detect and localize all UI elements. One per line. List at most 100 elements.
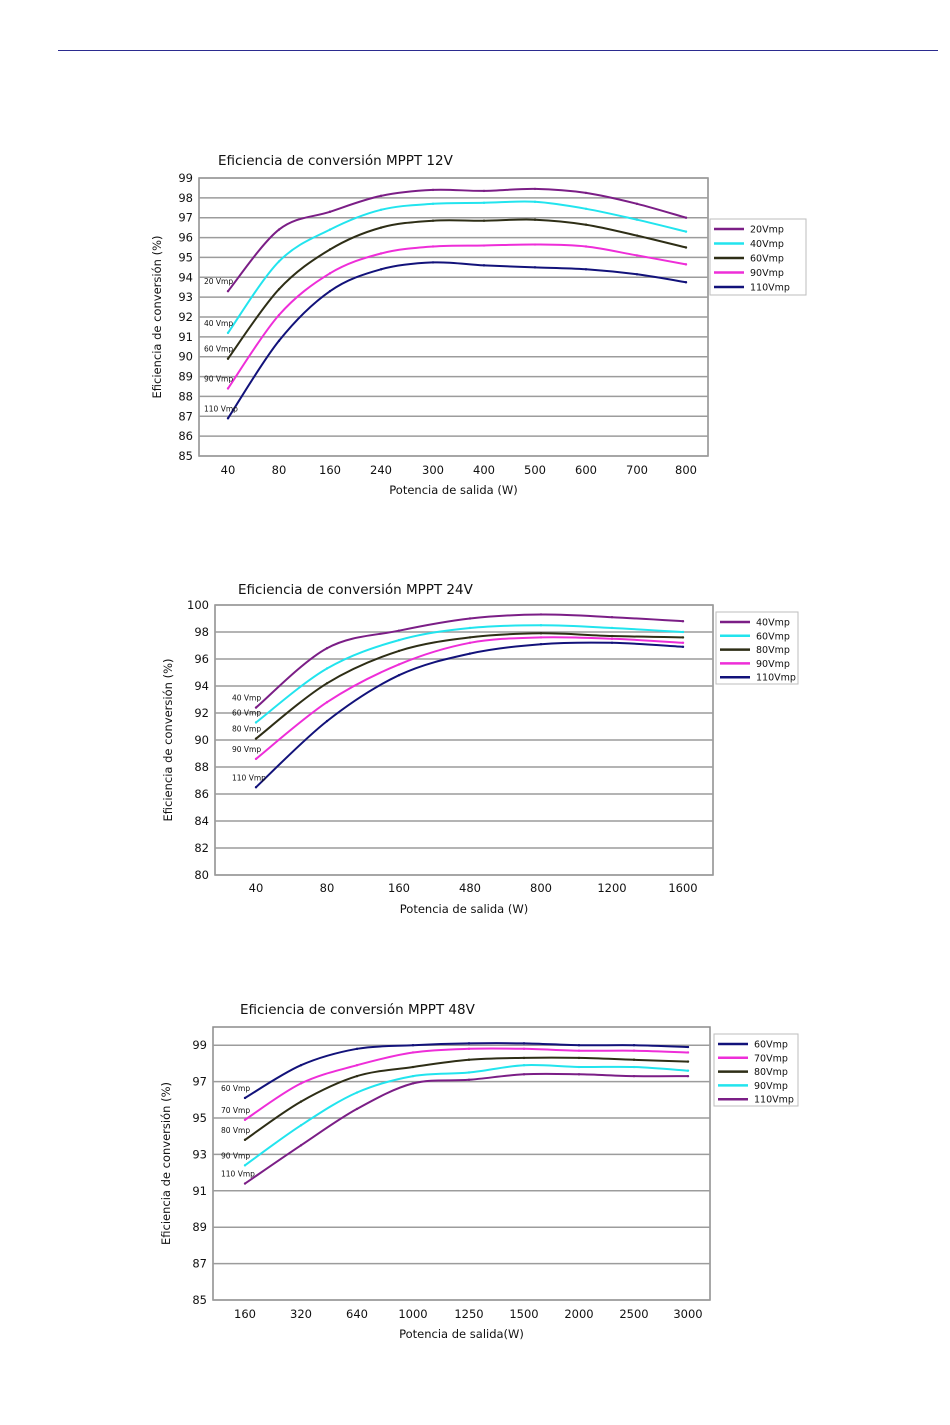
series-annotation: 20 Vmp (204, 277, 233, 286)
data-point (684, 263, 688, 266)
data-point (522, 1042, 526, 1045)
x-tick-label: 80 (272, 463, 287, 477)
data-point (379, 194, 383, 198)
data-point (411, 1044, 415, 1047)
series-line-110Vmp (227, 261, 687, 420)
data-point (397, 638, 401, 642)
x-tick-label: 40 (221, 463, 236, 477)
data-point (533, 218, 537, 221)
x-tick-label: 640 (346, 1307, 368, 1321)
x-tick-label: 300 (422, 463, 444, 477)
data-point (610, 626, 614, 630)
series-annotation: 110 Vmp (221, 1170, 255, 1179)
data-point (468, 626, 472, 630)
legend-label: 40Vmp (756, 618, 790, 629)
y-tick-label: 93 (178, 290, 193, 304)
data-point (277, 339, 281, 343)
data-point (379, 226, 383, 229)
data-point (325, 682, 329, 685)
data-point (226, 417, 230, 420)
y-tick-label: 92 (178, 310, 193, 324)
series-line-90Vmp (227, 243, 687, 390)
data-point (299, 1100, 303, 1103)
y-tick-label: 80 (194, 868, 209, 882)
data-point (577, 1073, 581, 1076)
y-tick-label: 88 (178, 389, 193, 403)
data-point (533, 200, 537, 204)
data-point (325, 701, 329, 704)
legend-label: 70Vmp (754, 1053, 788, 1064)
y-tick-label: 90 (178, 350, 193, 364)
data-point (299, 1064, 303, 1067)
y-tick-label: 89 (192, 1220, 207, 1234)
data-point (328, 272, 332, 275)
series-annotation: 90 Vmp (232, 745, 261, 754)
data-point (328, 210, 332, 213)
series-annotation: 90 Vmp (204, 374, 233, 383)
series-line-20Vmp (227, 187, 687, 293)
x-tick-label: 80 (320, 881, 335, 895)
data-point (468, 617, 472, 620)
data-point (482, 189, 486, 193)
series-annotation: 80 Vmp (232, 725, 261, 734)
data-point (411, 1082, 415, 1085)
y-tick-label: 100 (187, 598, 209, 612)
data-point (397, 649, 401, 653)
y-tick-label: 89 (178, 370, 193, 384)
x-tick-label: 1600 (668, 881, 697, 895)
data-point (254, 757, 258, 761)
data-point (684, 281, 688, 284)
data-point (539, 642, 543, 646)
x-tick-label: 160 (388, 881, 410, 895)
legend-label: 110Vmp (750, 283, 790, 294)
x-tick-label: 240 (370, 463, 392, 477)
data-point (379, 252, 383, 255)
data-point (355, 1047, 359, 1051)
data-point (243, 1164, 247, 1167)
x-tick-label: 700 (626, 463, 648, 477)
data-point (522, 1064, 526, 1067)
data-point (635, 273, 639, 276)
data-point (584, 191, 588, 195)
data-point (468, 636, 472, 639)
y-tick-label: 87 (192, 1257, 207, 1271)
legend-box (715, 611, 799, 685)
data-point (325, 719, 329, 723)
data-point (686, 1060, 690, 1063)
y-tick-label: 85 (192, 1293, 207, 1307)
x-tick-label: 600 (575, 463, 597, 477)
data-point (686, 1069, 690, 1072)
data-point (299, 1082, 303, 1085)
data-point (355, 1064, 359, 1067)
data-point (533, 243, 537, 246)
y-tick-label: 90 (194, 733, 209, 747)
series-annotation: 110 Vmp (232, 773, 266, 782)
data-point (299, 1124, 303, 1127)
data-point (226, 289, 230, 293)
legend-label: 40Vmp (750, 239, 784, 250)
data-point (539, 624, 543, 627)
data-point (277, 288, 281, 291)
data-point (686, 1045, 690, 1049)
data-point (379, 268, 383, 271)
chart-title: Eficiencia de conversión MPPT 12V (218, 153, 454, 169)
data-point (467, 1071, 471, 1074)
data-point (635, 234, 639, 237)
y-tick-label: 82 (194, 841, 209, 855)
data-point (411, 1065, 415, 1069)
data-point (411, 1051, 415, 1054)
x-tick-label: 160 (234, 1307, 256, 1321)
y-tick-label: 95 (192, 1111, 207, 1125)
data-point (467, 1042, 471, 1045)
data-point (577, 1049, 581, 1052)
y-tick-label: 98 (178, 191, 193, 205)
data-point (325, 667, 329, 670)
x-tick-label: 1200 (597, 881, 626, 895)
y-tick-label: 85 (178, 449, 193, 463)
x-tick-label: 1250 (454, 1307, 483, 1321)
data-point (632, 1044, 636, 1047)
y-tick-label: 99 (178, 171, 193, 185)
series-annotation: 60 Vmp (204, 345, 233, 354)
